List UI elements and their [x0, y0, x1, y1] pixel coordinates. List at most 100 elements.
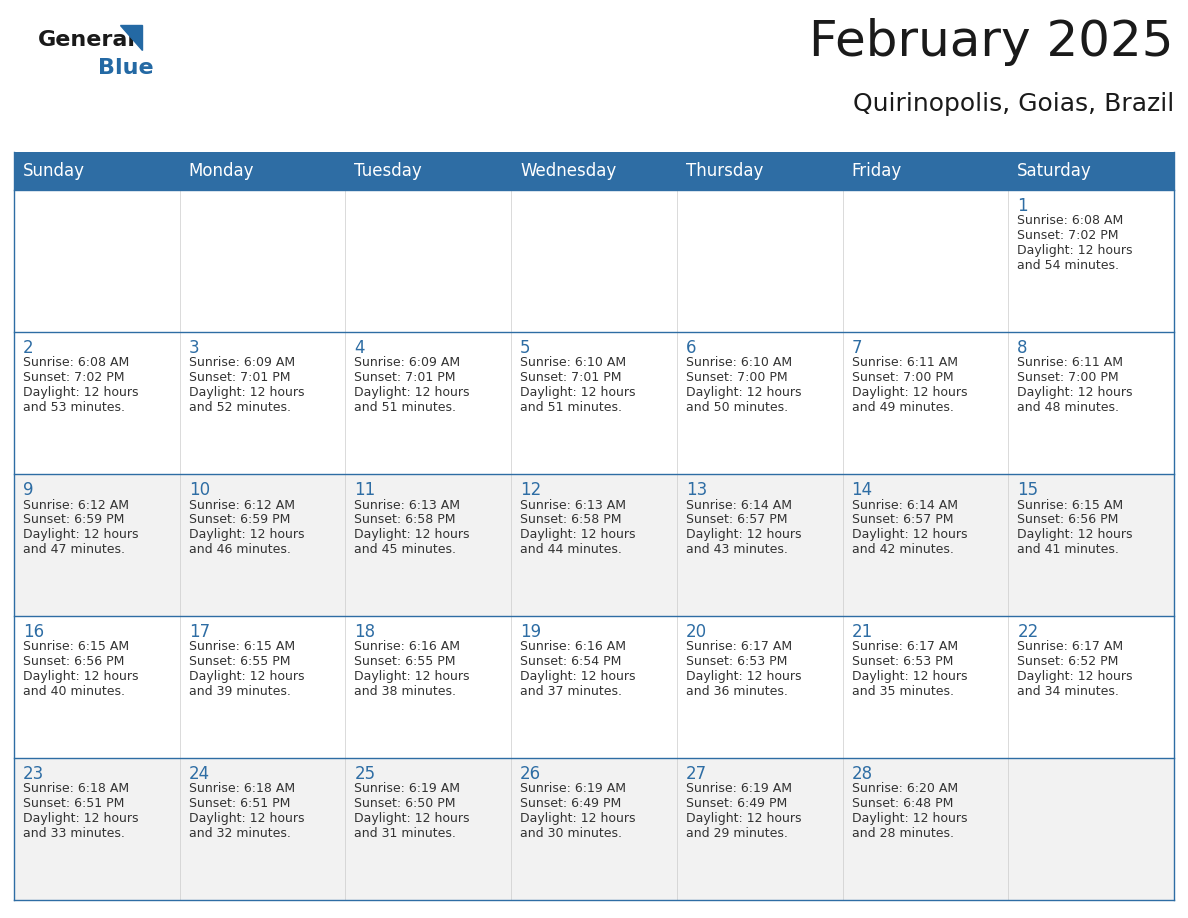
Text: Sunrise: 6:16 AM: Sunrise: 6:16 AM	[520, 641, 626, 654]
Text: Daylight: 12 hours: Daylight: 12 hours	[1017, 670, 1133, 683]
Text: Daylight: 12 hours: Daylight: 12 hours	[685, 528, 802, 541]
Text: Sunset: 7:00 PM: Sunset: 7:00 PM	[1017, 371, 1119, 385]
Text: Sunrise: 6:15 AM: Sunrise: 6:15 AM	[189, 641, 295, 654]
Text: and 50 minutes.: and 50 minutes.	[685, 401, 788, 414]
Text: Daylight: 12 hours: Daylight: 12 hours	[23, 386, 139, 399]
Text: Sunrise: 6:14 AM: Sunrise: 6:14 AM	[852, 498, 958, 511]
Text: and 48 minutes.: and 48 minutes.	[1017, 401, 1119, 414]
Text: 2: 2	[23, 339, 33, 357]
Text: Saturday: Saturday	[1017, 162, 1092, 180]
Text: Sunrise: 6:10 AM: Sunrise: 6:10 AM	[520, 356, 626, 370]
Text: Sunrise: 6:13 AM: Sunrise: 6:13 AM	[520, 498, 626, 511]
Text: and 45 minutes.: and 45 minutes.	[354, 543, 456, 556]
Text: Sunset: 6:55 PM: Sunset: 6:55 PM	[189, 655, 290, 668]
Text: Daylight: 12 hours: Daylight: 12 hours	[1017, 244, 1133, 257]
Text: Sunrise: 6:14 AM: Sunrise: 6:14 AM	[685, 498, 792, 511]
Text: and 34 minutes.: and 34 minutes.	[1017, 685, 1119, 698]
Bar	[14, 474, 1174, 616]
Text: Sunset: 6:49 PM: Sunset: 6:49 PM	[685, 798, 788, 811]
Text: Sunrise: 6:19 AM: Sunrise: 6:19 AM	[520, 782, 626, 796]
Text: Sunrise: 6:08 AM: Sunrise: 6:08 AM	[1017, 215, 1124, 228]
Text: Daylight: 12 hours: Daylight: 12 hours	[852, 812, 967, 825]
Text: Blue: Blue	[97, 58, 153, 78]
Text: Sunrise: 6:15 AM: Sunrise: 6:15 AM	[1017, 498, 1124, 511]
Text: Sunset: 7:01 PM: Sunset: 7:01 PM	[354, 371, 456, 385]
Text: Sunset: 6:57 PM: Sunset: 6:57 PM	[685, 513, 788, 526]
Text: and 33 minutes.: and 33 minutes.	[23, 827, 125, 840]
Text: Daylight: 12 hours: Daylight: 12 hours	[852, 670, 967, 683]
Text: 18: 18	[354, 623, 375, 641]
Text: Daylight: 12 hours: Daylight: 12 hours	[520, 812, 636, 825]
Text: Sunrise: 6:13 AM: Sunrise: 6:13 AM	[354, 498, 461, 511]
Text: Sunrise: 6:12 AM: Sunrise: 6:12 AM	[23, 498, 129, 511]
Text: 20: 20	[685, 623, 707, 641]
Bar	[677, 152, 842, 190]
Text: 7: 7	[852, 339, 862, 357]
Text: Sunset: 6:58 PM: Sunset: 6:58 PM	[520, 513, 621, 526]
Text: 6: 6	[685, 339, 696, 357]
Bar	[1009, 152, 1174, 190]
Text: 16: 16	[23, 623, 44, 641]
Bar	[14, 616, 1174, 758]
Text: and 38 minutes.: and 38 minutes.	[354, 685, 456, 698]
Text: Daylight: 12 hours: Daylight: 12 hours	[23, 528, 139, 541]
Text: 8: 8	[1017, 339, 1028, 357]
Text: Sunset: 7:01 PM: Sunset: 7:01 PM	[520, 371, 621, 385]
Text: Sunset: 6:55 PM: Sunset: 6:55 PM	[354, 655, 456, 668]
Text: 14: 14	[852, 481, 873, 499]
Text: Sunset: 6:57 PM: Sunset: 6:57 PM	[852, 513, 953, 526]
Text: and 40 minutes.: and 40 minutes.	[23, 685, 125, 698]
Text: 11: 11	[354, 481, 375, 499]
Text: Daylight: 12 hours: Daylight: 12 hours	[685, 386, 802, 399]
Text: Daylight: 12 hours: Daylight: 12 hours	[23, 670, 139, 683]
Text: Wednesday: Wednesday	[520, 162, 617, 180]
Text: Sunset: 6:52 PM: Sunset: 6:52 PM	[1017, 655, 1119, 668]
Text: 13: 13	[685, 481, 707, 499]
Text: 10: 10	[189, 481, 210, 499]
Text: 21: 21	[852, 623, 873, 641]
Text: 9: 9	[23, 481, 33, 499]
Text: and 52 minutes.: and 52 minutes.	[189, 401, 291, 414]
Text: Sunrise: 6:18 AM: Sunrise: 6:18 AM	[189, 782, 295, 796]
Text: Sunset: 7:02 PM: Sunset: 7:02 PM	[1017, 230, 1119, 242]
Bar	[346, 152, 511, 190]
Text: Daylight: 12 hours: Daylight: 12 hours	[1017, 528, 1133, 541]
Text: Sunset: 7:00 PM: Sunset: 7:00 PM	[685, 371, 788, 385]
Text: and 49 minutes.: and 49 minutes.	[852, 401, 954, 414]
Text: Sunset: 6:48 PM: Sunset: 6:48 PM	[852, 798, 953, 811]
Text: 23: 23	[23, 765, 44, 783]
Text: and 51 minutes.: and 51 minutes.	[520, 401, 623, 414]
Text: Tuesday: Tuesday	[354, 162, 422, 180]
Text: 25: 25	[354, 765, 375, 783]
Text: Sunrise: 6:12 AM: Sunrise: 6:12 AM	[189, 498, 295, 511]
Text: Friday: Friday	[852, 162, 902, 180]
Text: 24: 24	[189, 765, 210, 783]
Text: 22: 22	[1017, 623, 1038, 641]
Text: Sunset: 6:50 PM: Sunset: 6:50 PM	[354, 798, 456, 811]
Text: Sunrise: 6:17 AM: Sunrise: 6:17 AM	[685, 641, 792, 654]
Bar	[14, 758, 1174, 900]
Text: Sunrise: 6:11 AM: Sunrise: 6:11 AM	[852, 356, 958, 370]
Text: 4: 4	[354, 339, 365, 357]
Text: and 32 minutes.: and 32 minutes.	[189, 827, 291, 840]
Text: and 41 minutes.: and 41 minutes.	[1017, 543, 1119, 556]
Text: Sunset: 6:49 PM: Sunset: 6:49 PM	[520, 798, 621, 811]
Text: 5: 5	[520, 339, 531, 357]
Text: Monday: Monday	[189, 162, 254, 180]
Text: Sunrise: 6:20 AM: Sunrise: 6:20 AM	[852, 782, 958, 796]
Text: Daylight: 12 hours: Daylight: 12 hours	[354, 812, 470, 825]
Text: Daylight: 12 hours: Daylight: 12 hours	[354, 386, 470, 399]
Text: Daylight: 12 hours: Daylight: 12 hours	[189, 386, 304, 399]
Text: and 30 minutes.: and 30 minutes.	[520, 827, 623, 840]
Text: Sunrise: 6:17 AM: Sunrise: 6:17 AM	[852, 641, 958, 654]
Text: Sunset: 7:01 PM: Sunset: 7:01 PM	[189, 371, 290, 385]
Text: Daylight: 12 hours: Daylight: 12 hours	[520, 386, 636, 399]
Text: Sunrise: 6:09 AM: Sunrise: 6:09 AM	[189, 356, 295, 370]
Text: Sunset: 6:59 PM: Sunset: 6:59 PM	[23, 513, 125, 526]
Text: Sunday: Sunday	[23, 162, 86, 180]
Text: Sunset: 6:56 PM: Sunset: 6:56 PM	[1017, 513, 1119, 526]
Text: February 2025: February 2025	[809, 18, 1174, 66]
Text: Sunset: 6:51 PM: Sunset: 6:51 PM	[189, 798, 290, 811]
Text: and 54 minutes.: and 54 minutes.	[1017, 259, 1119, 272]
Text: Daylight: 12 hours: Daylight: 12 hours	[189, 528, 304, 541]
